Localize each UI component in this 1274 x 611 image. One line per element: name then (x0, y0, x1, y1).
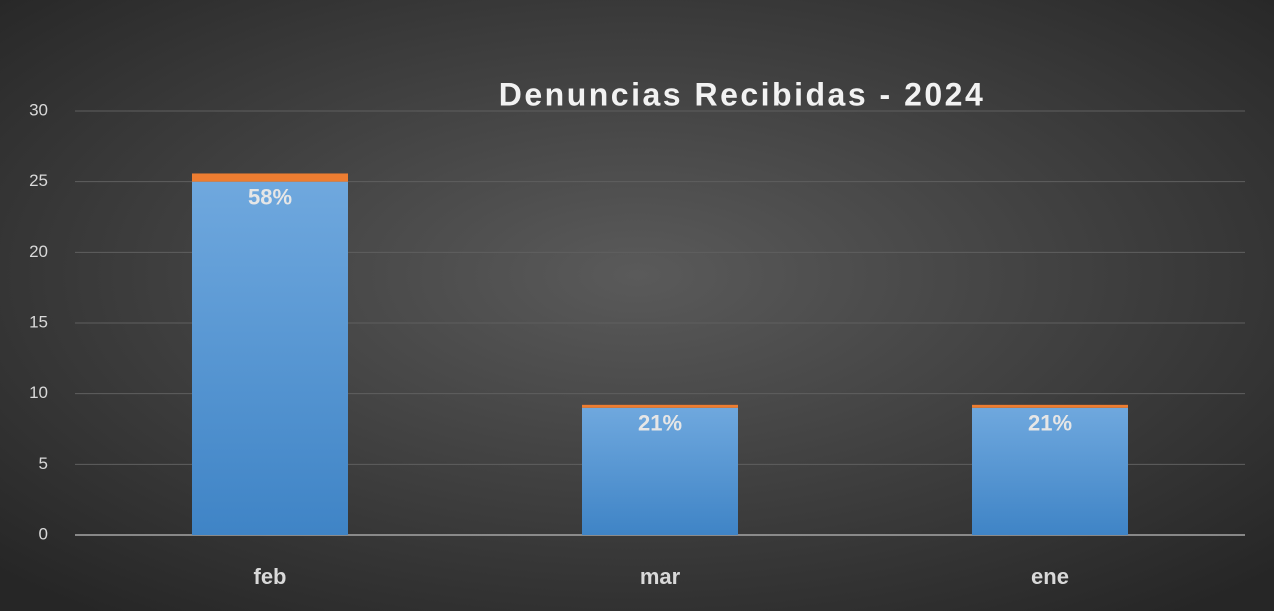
chart-title: Denuncias Recibidas - 2024 (499, 76, 986, 112)
y-tick-label: 30 (29, 100, 48, 119)
y-tick-label: 25 (29, 171, 48, 190)
x-tick-label: mar (640, 564, 681, 589)
y-tick-label: 10 (29, 383, 48, 402)
data-label: 58% (248, 184, 292, 209)
data-label: 21% (1028, 411, 1072, 436)
x-tick-label: feb (254, 564, 287, 589)
bar-segment (972, 404, 1128, 408)
x-tick-label: ene (1031, 564, 1069, 589)
y-tick-label: 5 (39, 454, 48, 473)
bar-segment (192, 181, 348, 535)
bar-segment (582, 404, 738, 408)
data-label: 21% (638, 411, 682, 436)
bar-segment (192, 173, 348, 182)
y-tick-label: 20 (29, 242, 48, 261)
bar-segment (972, 407, 1128, 535)
bar-segment (582, 407, 738, 535)
y-tick-label: 15 (29, 312, 48, 331)
y-tick-label: 0 (39, 524, 48, 543)
